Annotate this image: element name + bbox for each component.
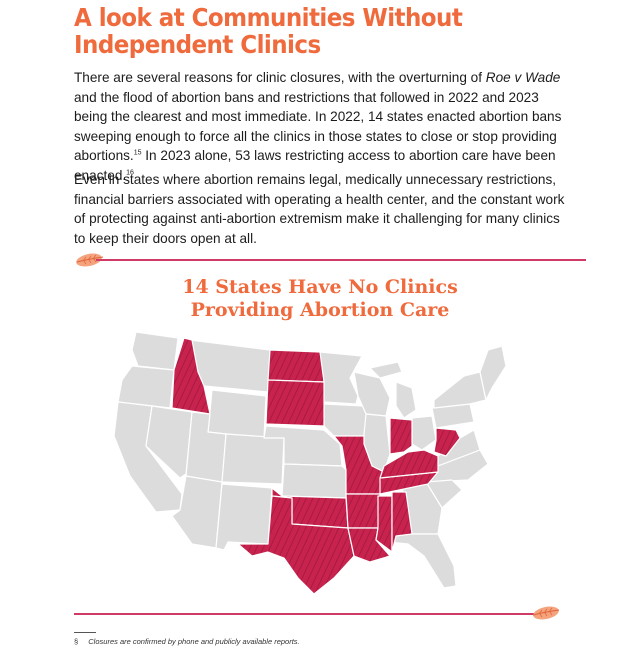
footnote-divider <box>74 632 96 633</box>
state-alabama <box>391 491 413 553</box>
state-west-virginia <box>433 427 461 457</box>
section-divider-top <box>96 259 586 261</box>
state-michigan <box>369 361 417 419</box>
intro-text-2: and the flood of abortion bans and restr… <box>74 89 562 164</box>
state-ohio <box>411 415 437 451</box>
map-title-line-2: Providing Abortion Care <box>190 299 450 321</box>
state-new-mexico <box>215 483 273 551</box>
heading-line-2: Independent Clinics <box>74 30 321 59</box>
state-colorado <box>221 433 285 485</box>
state-kansas <box>281 463 347 499</box>
state-south-dakota <box>265 379 325 427</box>
intro-text-3: In 2023 alone, 53 laws restricting acces… <box>74 148 556 183</box>
footnote-ref-16[interactable]: 16 <box>126 168 134 176</box>
intro-paragraph: There are several reasons for clinic clo… <box>74 68 574 185</box>
state-mississippi <box>375 495 393 553</box>
footnote-symbol: § <box>74 637 79 646</box>
state-wyoming <box>207 389 267 439</box>
state-arizona <box>171 475 223 549</box>
footnote-text: Closures are confirmed by phone and publ… <box>88 637 300 646</box>
state-new-england <box>479 345 507 401</box>
state-texas <box>237 495 355 595</box>
state-oregon <box>117 365 175 409</box>
intro-text-1: There are several reasons for clinic clo… <box>74 70 486 85</box>
leaf-ornament-icon <box>532 606 560 620</box>
page-heading: A look at Communities Without Independen… <box>74 4 516 58</box>
state-arkansas <box>345 493 381 529</box>
state-kentucky <box>379 449 439 479</box>
state-washington <box>131 331 179 371</box>
footnote-ref-15[interactable]: 15 <box>133 149 142 157</box>
case-name: Roe v Wade <box>485 70 561 85</box>
state-florida <box>387 533 457 589</box>
map-title: 14 States Have No Clinics Providing Abor… <box>0 276 640 322</box>
us-states-map <box>113 331 507 595</box>
section-divider-bottom <box>74 613 544 615</box>
leaf-ornament-icon <box>76 253 104 267</box>
second-paragraph: Even in states where abortion remains le… <box>74 172 565 246</box>
state-north-dakota <box>267 349 325 383</box>
state-new-york <box>433 371 487 409</box>
state-indiana <box>389 417 413 455</box>
footnote: § Closures are confirmed by phone and pu… <box>74 637 474 646</box>
state-nevada <box>145 405 193 479</box>
map-title-line-1: 14 States Have No Clinics <box>182 276 458 298</box>
state-idaho <box>171 337 211 415</box>
heading-line-1: A look at Communities Without <box>74 3 463 32</box>
